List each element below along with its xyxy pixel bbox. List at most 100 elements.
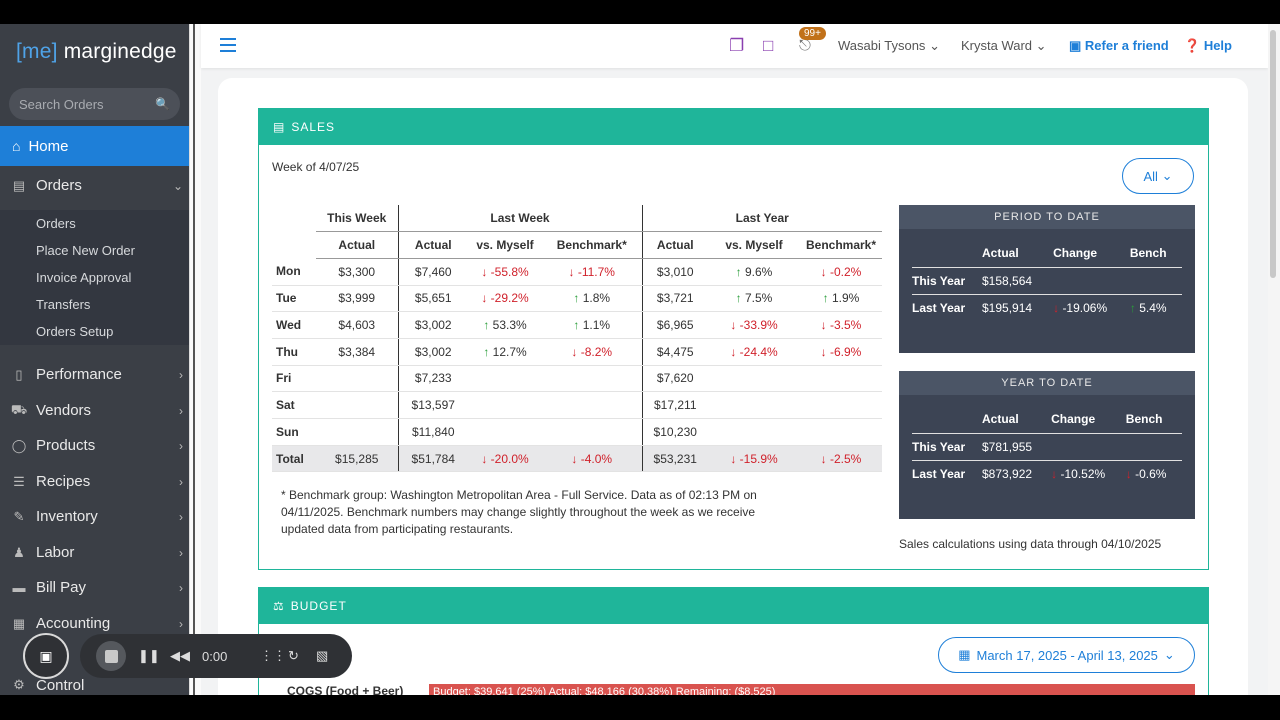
help-link[interactable]: ❓ Help: [1184, 38, 1232, 54]
sidebar-item-label: Bill Pay: [36, 579, 87, 596]
rewind-icon[interactable]: ◀◀: [170, 648, 190, 663]
last-year-actual: $195,914: [982, 300, 1033, 315]
table-cell: ↓ -0.2%: [800, 258, 882, 286]
table-cell: $13,597: [397, 391, 468, 419]
table-cell: $4,475: [641, 338, 708, 366]
chevron-right-icon: ›: [179, 438, 183, 453]
scrollbar-thumb[interactable]: [1270, 30, 1276, 278]
column-header: Actual: [982, 405, 1052, 434]
sidebar-item-control[interactable]: ⚙ Control: [0, 677, 189, 695]
chevron-right-icon: ›: [179, 580, 183, 595]
sidebar-item-label: Orders: [36, 177, 82, 194]
arrow-up-icon: ↑: [822, 291, 832, 306]
panel-title: SALES: [291, 120, 336, 134]
sidebar-item-bill-pay[interactable]: ▬ Bill Pay ›: [0, 570, 189, 605]
arrow-up-icon: ↑: [573, 291, 583, 306]
sidebar-item-inventory[interactable]: ✎ Inventory ›: [0, 499, 189, 534]
date-range-picker[interactable]: ▦ March 17, 2025 - April 13, 2025 ⌄: [938, 637, 1195, 673]
arrow-down-icon: ↓: [730, 318, 740, 333]
gear-icon: ⚙: [13, 677, 25, 692]
sidebar-collapse-handle[interactable]: [189, 24, 201, 695]
grid-icon[interactable]: ⋮⋮: [260, 648, 286, 663]
table-cell: $15,285: [316, 445, 398, 473]
arrow-down-icon: ↓: [820, 344, 830, 359]
search-input[interactable]: [19, 96, 149, 112]
table-cell: Total: [272, 445, 316, 473]
arrow-up-icon: ↑: [735, 264, 745, 279]
users-icon: ♟: [13, 544, 25, 560]
document-icon[interactable]: □: [763, 36, 774, 55]
arrow-down-icon: ↓: [1125, 466, 1132, 481]
table-cell: [468, 365, 542, 393]
table-cell: [708, 365, 800, 393]
table-cell: ↑ 1.1%: [542, 311, 642, 339]
table-cell: ↓ -3.5%: [800, 311, 882, 339]
filter-value: All: [1143, 168, 1158, 184]
table-cell: ↑ 1.9%: [800, 285, 882, 313]
divider: [193, 24, 195, 695]
refer-friend-link[interactable]: ▣ Refer a friend: [1069, 38, 1169, 54]
box-title: YEAR TO DATE: [899, 371, 1195, 395]
table-cell: $17,211: [641, 391, 708, 419]
sidebar-subitem-orders-setup[interactable]: Orders Setup: [36, 324, 114, 339]
table-cell: ↓ -20.0%: [468, 445, 542, 473]
filter-dropdown[interactable]: All ⌄: [1122, 158, 1194, 194]
column-header: Bench: [1125, 405, 1182, 434]
column-header: Actual: [397, 231, 468, 259]
period-to-date-box: PERIOD TO DATE Actual Change Bench This Ye…: [899, 205, 1195, 353]
sidebar-item-label: Products: [36, 437, 96, 454]
table-cell: $7,460: [397, 258, 468, 286]
table-cell: Sun: [272, 418, 316, 446]
sidebar-subitem-invoice-approval[interactable]: Invoice Approval: [36, 270, 132, 285]
user-menu[interactable]: Krysta Ward ⌄: [961, 38, 1047, 54]
week-label: Week of 4/07/25: [272, 160, 360, 174]
cogs-label: COGS (Food + Beer): [287, 684, 404, 695]
column-header: Actual: [316, 231, 398, 259]
sidebar-item-products[interactable]: ◯ Products ›: [0, 428, 189, 463]
sidebar-subitem-orders[interactable]: Orders: [36, 216, 76, 231]
table-cell: $6,965: [641, 311, 708, 339]
table-cell: ↓ -24.4%: [708, 338, 800, 366]
sidebar-item-recipes[interactable]: ☰ Recipes ›: [0, 464, 189, 499]
search-icon[interactable]: 🔍: [155, 97, 170, 111]
arrow-down-icon: ↓: [820, 264, 830, 279]
sidebar-item-accounting[interactable]: ▦ Accounting ›: [0, 606, 189, 641]
scrollbar[interactable]: [1268, 24, 1280, 695]
this-year-actual: $158,564: [982, 267, 1054, 295]
camera-toggle-button[interactable]: ▣: [23, 633, 69, 679]
list-icon: ☰: [13, 473, 25, 489]
sales-table-body: Mon $3,300 $7,460 ↓ -55.8% ↓ -11.7% $3,010 ↑ 9…: [272, 258, 882, 473]
stop-button[interactable]: [96, 641, 126, 671]
restaurant-selector[interactable]: Wasabi Tysons ⌄: [838, 38, 940, 54]
copy-document-icon[interactable]: ❐: [729, 36, 745, 55]
chevron-right-icon: ›: [179, 509, 183, 524]
chevron-right-icon: ›: [179, 545, 183, 560]
arrow-down-icon: ↓: [1053, 300, 1060, 315]
sidebar-subitem-transfers[interactable]: Transfers: [36, 297, 91, 312]
sidebar-item-labor[interactable]: ♟ Labor ›: [0, 535, 189, 570]
table-cell: [800, 391, 882, 419]
trash-icon[interactable]: ▧: [316, 648, 329, 663]
table-cell: Fri: [272, 365, 316, 393]
row-label: Last Year: [912, 300, 966, 315]
sidebar-item-home[interactable]: ⌂ Home: [0, 126, 189, 166]
table-row: Tue $3,999 $5,651 ↓ -29.2% ↑ 1.8% $3,721 ↑ 7.5…: [272, 285, 882, 313]
table-cell: [542, 418, 642, 446]
pause-icon[interactable]: ❚❚: [138, 648, 160, 663]
sidebar-item-vendors[interactable]: ⛟ Vendors ›: [0, 393, 189, 428]
menu-icon[interactable]: [220, 38, 236, 56]
table-cell: ↓ -11.7%: [542, 258, 642, 286]
sidebar-item-orders[interactable]: ▤ Orders ⌄: [0, 168, 189, 203]
sidebar-item-performance[interactable]: ▯ Performance ›: [0, 357, 189, 392]
restart-icon[interactable]: ↻: [288, 648, 299, 663]
sidebar-subitem-place-new-order[interactable]: Place New Order: [36, 243, 135, 258]
bell-icon[interactable]: ⎋: [799, 37, 811, 54]
logo[interactable]: [me] marginedge: [16, 40, 177, 64]
edit-icon: ✎: [13, 508, 25, 524]
table-cell: $53,231: [641, 445, 708, 473]
truck-icon: ⛟: [10, 401, 28, 417]
table-cell: ↓ -33.9%: [708, 311, 800, 339]
arrow-down-icon: ↓: [571, 451, 581, 466]
table-row: Sun $11,840 $10,230: [272, 418, 882, 446]
table-row: Fri $7,233 $7,620: [272, 365, 882, 393]
